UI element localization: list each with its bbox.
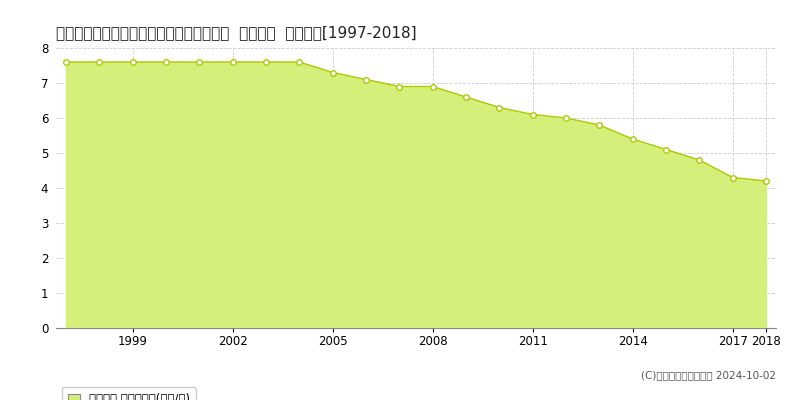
Text: (C)土地価格ドットコム 2024-10-02: (C)土地価格ドットコム 2024-10-02 [641,370,776,380]
Text: 北海道天塩郡幌延町２条北１丁目１１番外  基準地価  地価推移[1997-2018]: 北海道天塩郡幌延町２条北１丁目１１番外 基準地価 地価推移[1997-2018] [56,25,417,40]
Legend: 基準地価 平均坪単価(万円/坪): 基準地価 平均坪単価(万円/坪) [62,387,196,400]
